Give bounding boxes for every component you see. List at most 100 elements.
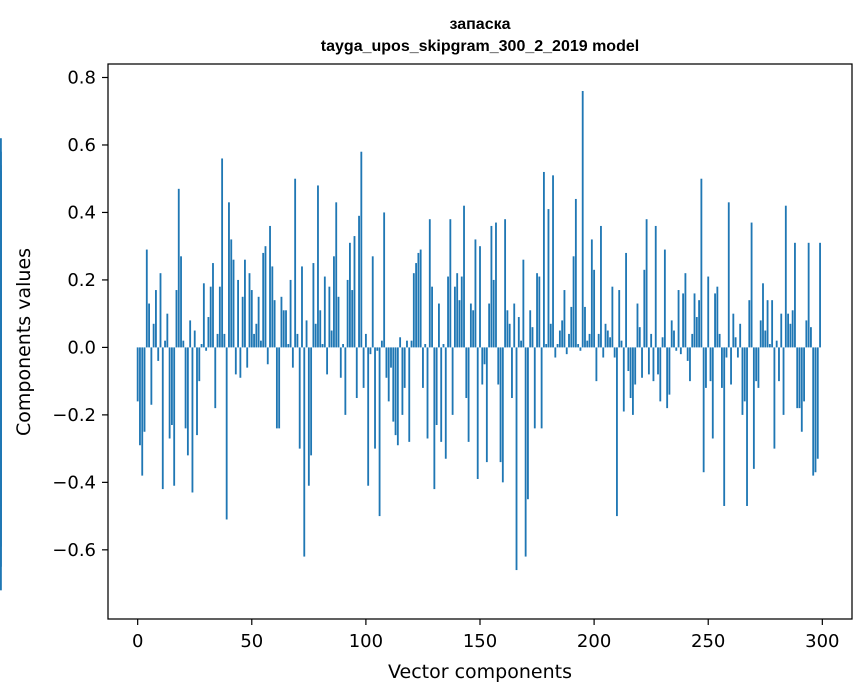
bar-79 (317, 185, 319, 348)
bar-83 (326, 347, 329, 375)
bar-145 (467, 347, 470, 442)
bar-99 (362, 347, 365, 388)
bar-270 (752, 347, 755, 469)
bar-136 (447, 276, 449, 348)
bar-13 (166, 313, 169, 348)
bar-171 (527, 347, 529, 500)
x-tick-label: 200 (577, 631, 611, 652)
bar-39 (225, 347, 228, 520)
bar-81 (321, 344, 324, 348)
bar-10 (159, 273, 162, 348)
bar-163 (508, 323, 511, 348)
bar-76 (310, 347, 313, 456)
bar-150 (479, 246, 481, 348)
bar-117 (403, 347, 406, 388)
bar-275 (764, 330, 767, 348)
bar-226 (652, 347, 655, 382)
bar-129 (431, 286, 433, 348)
bar-107 (380, 340, 383, 348)
bar-90 (342, 344, 344, 348)
bar-115 (399, 337, 402, 348)
bar-51 (253, 333, 255, 348)
bar-32 (209, 286, 212, 348)
y-tick-label: 0.0 (67, 337, 96, 358)
y-tick-label: −0.6 (52, 540, 96, 561)
bar-137 (449, 219, 452, 348)
bar-105 (376, 347, 379, 351)
bar-274 (762, 283, 764, 348)
bar-224 (647, 347, 650, 375)
bar-272 (757, 347, 760, 388)
bar-220 (638, 327, 641, 348)
bar-108 (383, 212, 386, 348)
bar-undefined (0, 269, 2, 348)
bar-35 (216, 333, 219, 348)
bar-92 (346, 279, 349, 348)
bar-119 (408, 347, 411, 442)
bar-131 (435, 347, 438, 425)
bar-239 (682, 293, 685, 348)
bar-167 (517, 317, 520, 348)
bar-188 (565, 347, 568, 355)
bar-95 (353, 236, 356, 348)
bar-71 (298, 347, 301, 449)
y-axis: −0.6 −0.4 −0.2 0.0 0.2 0.4 0.6 0.8 (52, 67, 108, 561)
bar-233 (668, 347, 671, 395)
bar-261 (732, 313, 735, 348)
x-tick-label: 300 (805, 631, 839, 652)
bar-84 (328, 286, 331, 348)
bar-185 (558, 330, 561, 348)
bar-17 (175, 290, 178, 348)
bar-184 (556, 344, 559, 348)
bar-16 (173, 347, 176, 486)
bar-36 (218, 286, 221, 348)
bar-132 (438, 303, 440, 348)
bar-23 (189, 320, 192, 348)
bar-234 (670, 320, 673, 348)
bar-77 (312, 263, 315, 348)
bar-80 (319, 310, 322, 348)
bar-298 (816, 347, 819, 459)
bar-277 (768, 344, 771, 348)
bar-12 (164, 340, 166, 348)
bar-222 (643, 269, 646, 348)
bar-262 (734, 337, 737, 348)
bar-27 (198, 347, 201, 382)
bar-123 (417, 252, 420, 348)
y-tick-label: 0.4 (67, 202, 96, 223)
bar-196 (584, 306, 586, 348)
bar-undefined (0, 347, 2, 463)
bar-37 (221, 158, 224, 348)
bar-86 (333, 256, 335, 348)
bar-31 (207, 317, 210, 348)
chart-subtitle: tayga_upos_skipgram_300_2_2019 model (321, 38, 639, 55)
bar-230 (661, 337, 664, 348)
bar-18 (177, 188, 180, 348)
y-axis-label: Components values (13, 248, 35, 436)
bar-271 (755, 347, 758, 382)
bar-169 (522, 259, 525, 348)
bar-281 (778, 347, 780, 382)
bar-244 (693, 293, 696, 348)
bar-253 (714, 293, 716, 348)
bar-152 (483, 347, 486, 365)
bar-128 (428, 219, 431, 348)
bar-93 (349, 242, 351, 348)
bar-221 (641, 347, 643, 378)
x-tick-label: 0 (132, 631, 143, 652)
bar-190 (570, 306, 573, 348)
bar-297 (814, 347, 817, 473)
bar-259 (727, 202, 730, 348)
bar-58 (269, 225, 271, 348)
bar-89 (339, 347, 342, 378)
bar-197 (586, 340, 589, 348)
bar-172 (529, 310, 532, 348)
bar-97 (358, 215, 360, 348)
bar-258 (725, 347, 728, 358)
bar-225 (650, 333, 653, 348)
bar-217 (632, 347, 634, 415)
bar-33 (212, 263, 214, 348)
bar-60 (273, 300, 276, 348)
bar-178 (542, 171, 545, 348)
bar-249 (705, 347, 707, 388)
